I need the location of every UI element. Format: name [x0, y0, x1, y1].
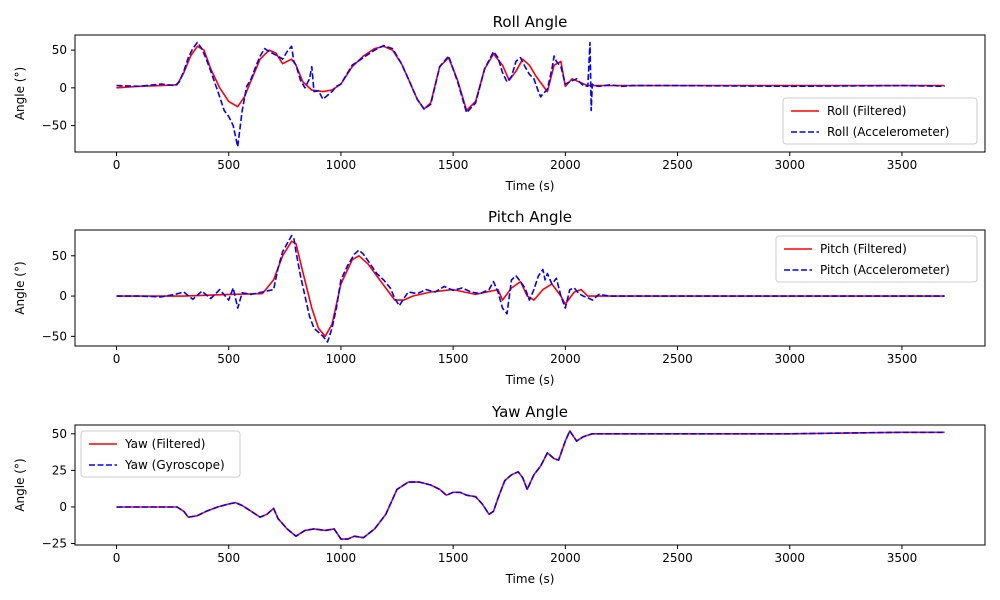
x-tick-label: 1000	[326, 352, 357, 366]
x-axis-label: Time (s)	[505, 373, 555, 387]
x-tick-label: 0	[113, 352, 121, 366]
subplot-2: 0 500 1000 1500 2000 2500 3000 3500 −25 0 25 50 Yaw …	[13, 403, 986, 586]
y-tick-label: 0	[59, 500, 67, 514]
x-tick-label: 3000	[774, 551, 805, 565]
x-tick-label: 1000	[326, 158, 357, 172]
y-tick-label: 50	[52, 427, 67, 441]
x-tick-label: 1500	[438, 158, 469, 172]
x-tick-label: 1000	[326, 551, 357, 565]
x-tick-label: 1500	[438, 551, 469, 565]
legend-label: Roll (Filtered)	[827, 104, 906, 118]
x-tick-label: 2500	[662, 551, 693, 565]
x-tick-label: 3500	[887, 551, 918, 565]
legend: Pitch (Filtered) Pitch (Accelerometer)	[775, 235, 978, 283]
x-axis-label: Time (s)	[505, 572, 555, 586]
series-line-sensor	[116, 234, 945, 343]
y-axis-label: Angle (°)	[13, 67, 27, 120]
x-tick-label: 3000	[774, 158, 805, 172]
chart-title: Pitch Angle	[488, 208, 572, 226]
chart-title: Yaw Angle	[491, 403, 568, 421]
y-tick-label: 50	[52, 249, 67, 263]
axes-frame	[74, 229, 986, 347]
x-tick-label: 2000	[550, 551, 581, 565]
x-tick-label: 1500	[438, 352, 469, 366]
x-tick-label: 3500	[887, 352, 918, 366]
legend-label: Pitch (Accelerometer)	[820, 263, 950, 277]
y-tick-label: 0	[59, 289, 67, 303]
y-tick-label: 25	[52, 463, 67, 477]
series-line-sensor	[116, 430, 945, 540]
x-tick-label: 2500	[662, 158, 693, 172]
legend-label: Pitch (Filtered)	[820, 242, 907, 256]
x-tick-label: 500	[217, 551, 240, 565]
series-line-filtered	[116, 240, 945, 338]
legend-label: Yaw (Gyroscope)	[124, 458, 225, 472]
y-tick-label: 0	[59, 81, 67, 95]
x-tick-label: 500	[217, 158, 240, 172]
x-tick-label: 500	[217, 352, 240, 366]
x-tick-label: 0	[113, 551, 121, 565]
legend: Roll (Filtered) Roll (Accelerometer)	[782, 97, 978, 145]
y-axis-label: Angle (°)	[13, 458, 27, 511]
y-tick-label: −50	[42, 119, 67, 133]
y-axis-label: Angle (°)	[13, 261, 27, 314]
x-tick-label: 0	[113, 158, 121, 172]
legend-box	[782, 97, 978, 145]
legend: Yaw (Filtered) Yaw (Gyroscope)	[80, 430, 241, 478]
legend-label: Yaw (Filtered)	[124, 437, 205, 451]
y-tick-label: −50	[42, 329, 67, 343]
legend-box	[775, 235, 978, 283]
x-tick-label: 2000	[550, 158, 581, 172]
axes-frame	[74, 424, 986, 546]
y-tick-label: −25	[42, 537, 67, 551]
x-axis-label: Time (s)	[505, 179, 555, 193]
x-tick-label: 3500	[887, 158, 918, 172]
legend-box	[80, 430, 241, 478]
chart-title: Roll Angle	[493, 13, 568, 31]
legend-label: Roll (Accelerometer)	[827, 125, 949, 139]
x-tick-label: 2500	[662, 352, 693, 366]
x-tick-label: 2000	[550, 352, 581, 366]
subplot-1: 0 500 1000 1500 2000 2500 3000 3500 −50 0 50 Pitch …	[13, 208, 986, 387]
subplot-0: 0 500 1000 1500 2000 2500 3000 3500 −50 0 50 Roll A…	[13, 13, 986, 193]
series-line-sensor	[116, 41, 945, 148]
x-tick-label: 3000	[774, 352, 805, 366]
y-tick-label: 50	[52, 43, 67, 57]
axes-frame	[74, 34, 986, 153]
